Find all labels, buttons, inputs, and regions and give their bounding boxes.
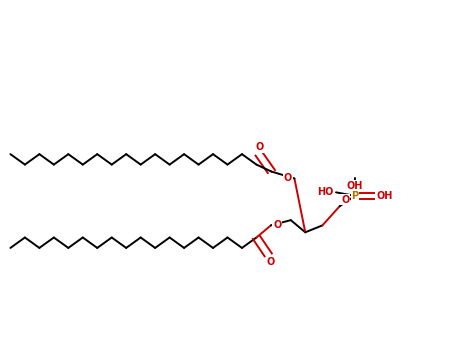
Text: O: O — [284, 174, 292, 183]
Text: O: O — [341, 195, 349, 204]
Text: OH: OH — [347, 181, 363, 190]
Text: P: P — [351, 191, 359, 201]
Text: O: O — [273, 220, 282, 230]
Text: O: O — [266, 257, 274, 267]
Text: OH: OH — [376, 191, 393, 201]
Text: HO: HO — [318, 187, 334, 197]
Text: O: O — [255, 142, 263, 153]
